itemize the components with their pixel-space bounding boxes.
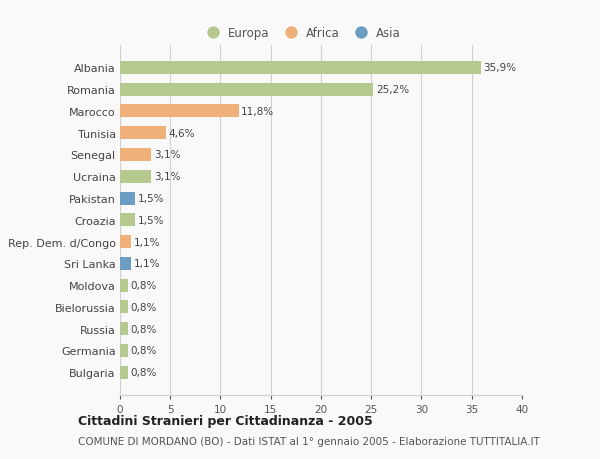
Text: 1,5%: 1,5%: [137, 194, 164, 204]
Text: COMUNE DI MORDANO (BO) - Dati ISTAT al 1° gennaio 2005 - Elaborazione TUTTITALIA: COMUNE DI MORDANO (BO) - Dati ISTAT al 1…: [78, 437, 540, 446]
Text: 1,1%: 1,1%: [134, 259, 160, 269]
Text: 1,5%: 1,5%: [137, 215, 164, 225]
Text: 35,9%: 35,9%: [484, 63, 517, 73]
Text: 0,8%: 0,8%: [131, 302, 157, 312]
Bar: [120, 214, 135, 227]
Text: 0,8%: 0,8%: [131, 367, 157, 377]
Bar: [120, 366, 128, 379]
Legend: Europa, Africa, Asia: Europa, Africa, Asia: [196, 22, 406, 45]
Text: 3,1%: 3,1%: [154, 172, 180, 182]
Text: 0,8%: 0,8%: [131, 346, 157, 356]
Text: 3,1%: 3,1%: [154, 150, 180, 160]
Text: Cittadini Stranieri per Cittadinanza - 2005: Cittadini Stranieri per Cittadinanza - 2…: [78, 414, 373, 428]
Bar: [120, 301, 128, 313]
Text: 0,8%: 0,8%: [131, 324, 157, 334]
Bar: [120, 105, 239, 118]
Bar: [120, 235, 131, 249]
Bar: [120, 170, 151, 184]
Bar: [120, 344, 128, 357]
Text: 11,8%: 11,8%: [241, 107, 274, 117]
Bar: [120, 192, 135, 205]
Bar: [120, 149, 151, 162]
Text: 4,6%: 4,6%: [169, 129, 195, 139]
Bar: [120, 84, 373, 96]
Bar: [120, 62, 481, 75]
Text: 0,8%: 0,8%: [131, 280, 157, 291]
Bar: [120, 279, 128, 292]
Text: 1,1%: 1,1%: [134, 237, 160, 247]
Bar: [120, 127, 166, 140]
Text: 25,2%: 25,2%: [376, 85, 409, 95]
Bar: [120, 257, 131, 270]
Bar: [120, 322, 128, 336]
